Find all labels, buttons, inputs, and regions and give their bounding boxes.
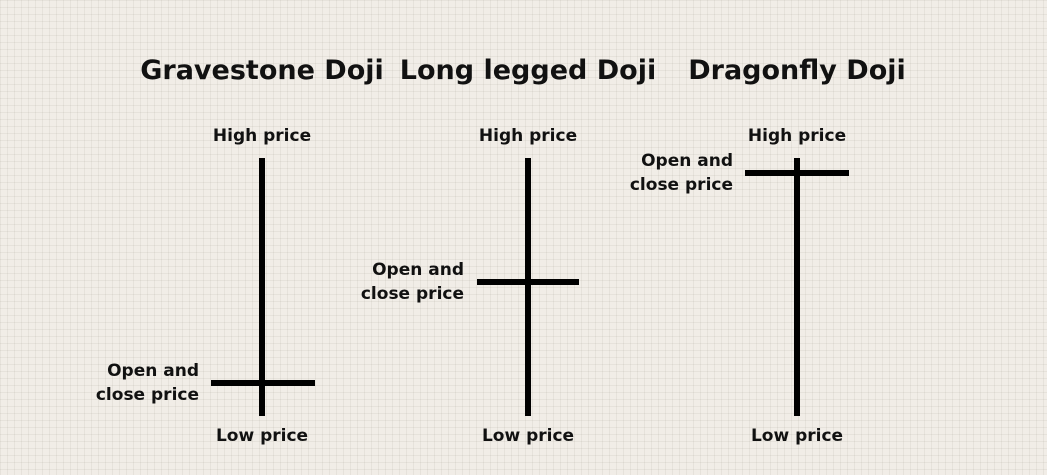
dragonfly-doji-title: Dragonfly Doji [688,55,906,86]
long-legged-open-close-label: Open and close price [354,258,464,306]
gravestone-open-close-label: Open and close price [89,359,199,407]
long-legged-open-close-line2: close price [360,284,464,304]
dragonfly-open-close-bar [745,170,849,176]
gravestone-open-close-bar [211,380,315,386]
gravestone-high-label: High price [212,126,312,146]
dragonfly-wick [794,158,800,416]
gravestone-open-close-line1: Open and [107,361,199,381]
long-legged-high-label: High price [478,126,578,146]
long-legged-open-close-bar [477,279,579,285]
long-legged-doji-title: Long legged Doji [399,55,657,86]
dragonfly-low-label: Low price [750,426,844,446]
gravestone-wick [259,158,265,416]
long-legged-open-close-line1: Open and [372,260,464,280]
dragonfly-open-close-line1: Open and [641,151,733,171]
long-legged-wick [525,158,531,416]
gravestone-doji-title: Gravestone Doji [140,55,384,86]
gravestone-low-label: Low price [215,426,309,446]
dragonfly-high-label: High price [747,126,847,146]
dragonfly-open-close-label: Open and close price [623,149,733,197]
gravestone-open-close-line2: close price [95,385,199,405]
long-legged-low-label: Low price [481,426,575,446]
dragonfly-open-close-line2: close price [629,175,733,195]
